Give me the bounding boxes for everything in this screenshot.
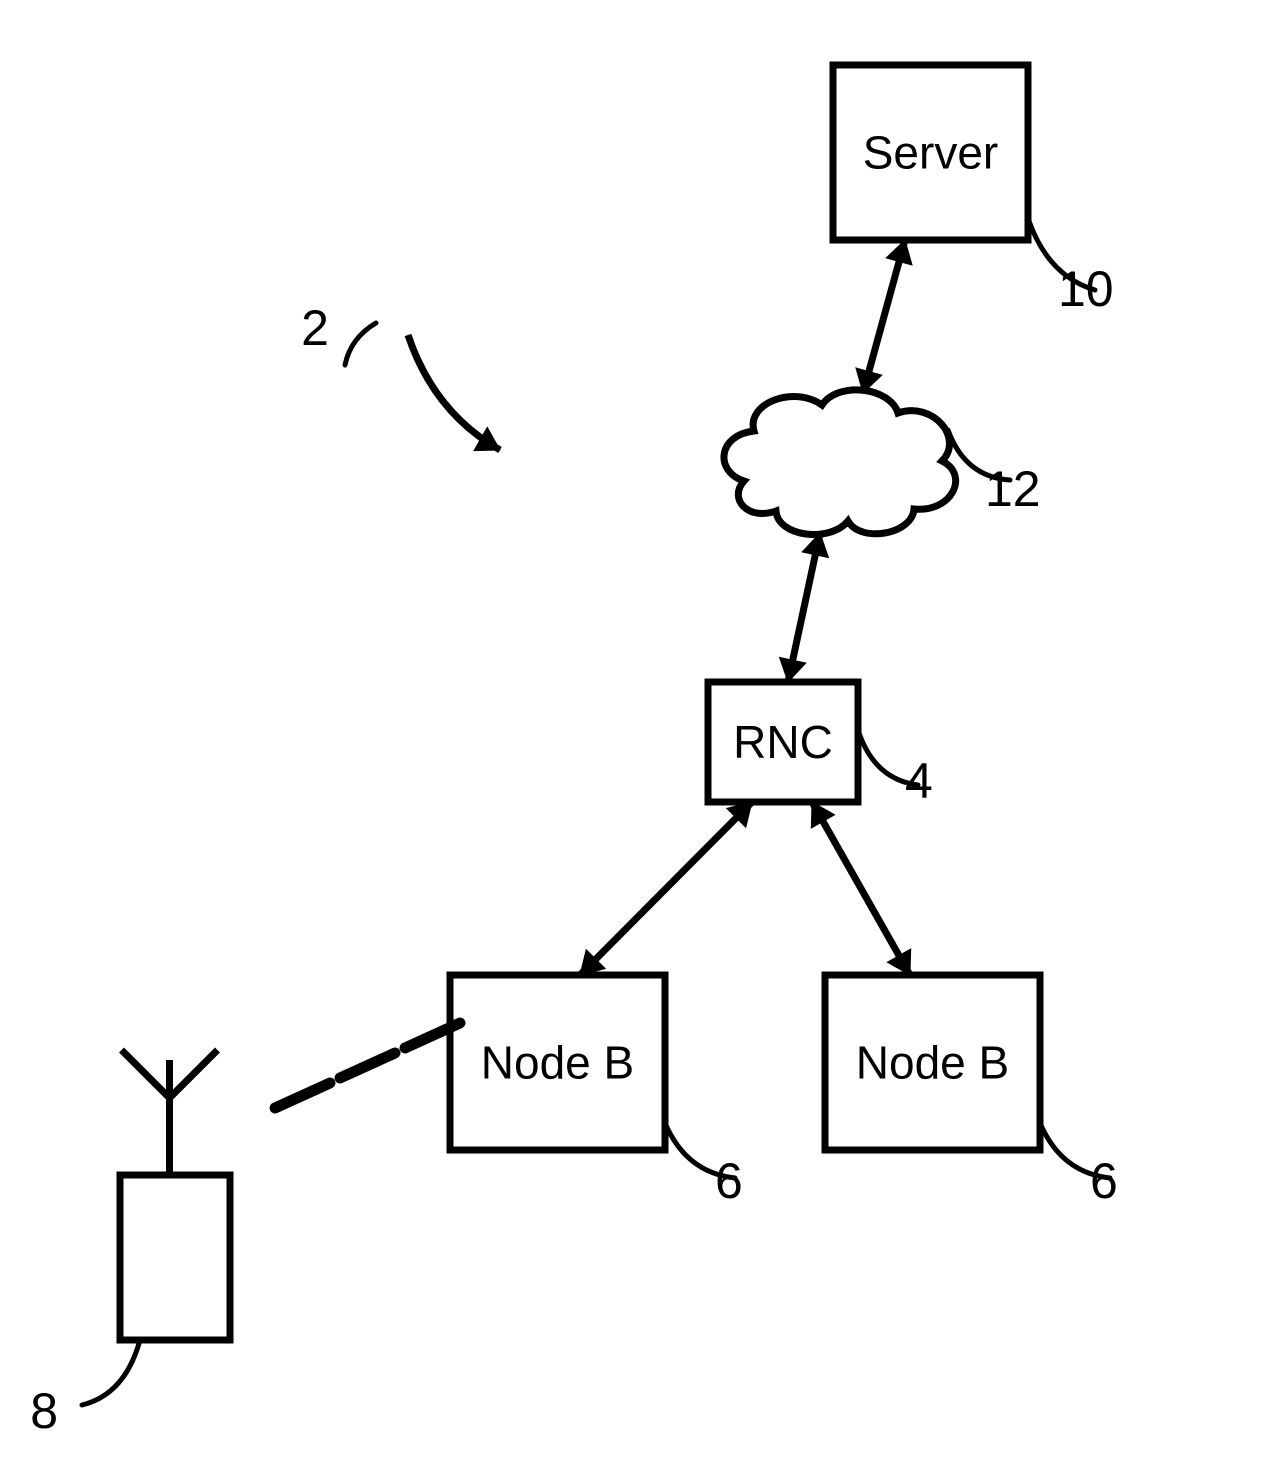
link-server-cloud xyxy=(863,240,905,393)
rnc-box-label: RNC xyxy=(733,716,833,768)
node-b-left-ref: 6 xyxy=(715,1153,743,1209)
wireless-stroke-0 xyxy=(275,1083,330,1108)
diagram-ref: 2 xyxy=(301,300,329,356)
link-cloud-rnc xyxy=(788,533,820,682)
link-rnc-nodeB_r xyxy=(812,802,910,975)
link-rnc-nodeB_l xyxy=(580,802,752,975)
network-cloud xyxy=(724,390,956,535)
wireless-stroke-1 xyxy=(340,1053,395,1078)
node-b-right-ref: 6 xyxy=(1090,1153,1118,1209)
ue-device xyxy=(120,1175,230,1340)
rnc-ref: 4 xyxy=(905,753,933,809)
ue-ref: 8 xyxy=(30,1383,58,1439)
node-b-left-box-label: Node B xyxy=(481,1037,634,1089)
cloud-ref: 12 xyxy=(985,461,1041,517)
ue-antenna-arm-left xyxy=(122,1050,170,1098)
ue-hook xyxy=(82,1340,140,1405)
server-box-label: Server xyxy=(863,127,998,179)
diagram-hook xyxy=(345,323,376,365)
ue-antenna-arm-right xyxy=(170,1050,218,1098)
server-ref: 10 xyxy=(1058,261,1114,317)
node-b-right-box-label: Node B xyxy=(856,1037,1009,1089)
